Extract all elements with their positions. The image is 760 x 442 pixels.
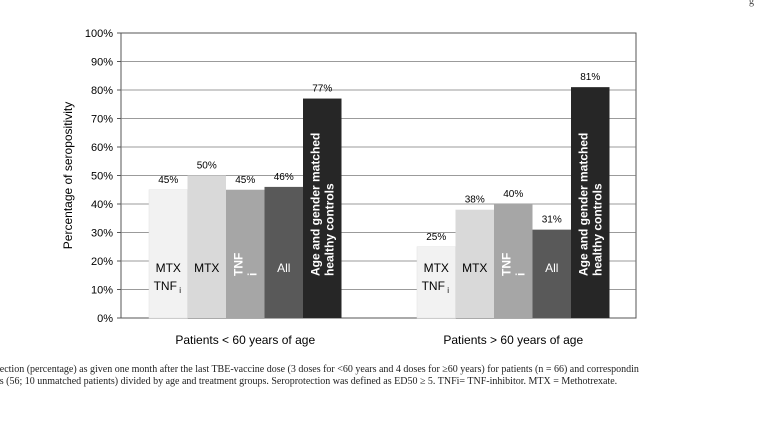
figure-caption-line-1: otection (percentage) as given one month… (0, 364, 639, 375)
bar-category-label: TNF (231, 253, 245, 276)
bar-category-label: healthy controls (322, 183, 336, 276)
y-tick-label: 90% (91, 57, 113, 69)
y-tick-label: 10% (91, 285, 113, 297)
bar (416, 246, 456, 319)
y-tick-label: 40% (91, 199, 113, 211)
y-tick-label: 80% (91, 85, 113, 97)
bar (571, 87, 610, 319)
y-tick-label: 50% (91, 171, 113, 183)
y-tick-label: 70% (91, 114, 113, 126)
bar-value-label: 81% (580, 72, 600, 83)
seropositivity-bar-chart: 0% 10% 20% 30% 40% 50% 60% 70% 80% 90% 100% Percent… (61, 28, 637, 347)
bar-category-subscript: i (447, 286, 449, 295)
bar-category-label: TNF (154, 279, 177, 293)
bar-category-label: TNF (422, 279, 445, 293)
bar-value-label: 77% (312, 84, 332, 95)
y-tick-label: 0% (97, 313, 113, 325)
bar (455, 209, 494, 318)
bar-category-label: All (277, 261, 290, 275)
bar-category-label: MTX (424, 261, 449, 275)
bar-value-label: 50% (197, 161, 217, 172)
bar-category-label: i (513, 273, 527, 276)
y-tick-label: 100% (85, 28, 113, 40)
group-label: Patients > 60 years of age (443, 333, 583, 347)
bar-category-label: healthy controls (590, 183, 604, 276)
bar-category-label: TNF (499, 253, 513, 276)
bar-value-label: 46% (274, 172, 294, 183)
y-axis-title: Percentage of seropositivity (61, 102, 75, 249)
bar-category-label: MTX (156, 261, 181, 275)
bar-category-label: All (545, 261, 558, 275)
bar-value-label: 38% (465, 195, 485, 206)
bar-category-label: MTX (194, 261, 219, 275)
bar-value-label: 45% (158, 175, 178, 186)
bar (187, 175, 226, 318)
figure-caption-line-2: ols (56; 10 unmatched patients) divided … (0, 376, 618, 387)
bar-value-label: 40% (503, 189, 523, 200)
bar (226, 189, 265, 318)
bar-value-label: 31% (542, 215, 562, 226)
bar-category-label: MTX (462, 261, 487, 275)
group-label: Patients < 60 years of age (175, 333, 315, 347)
bar-category-label: Age and gender matched (308, 133, 322, 276)
y-tick-label: 20% (91, 256, 113, 268)
page-corner-text: g (749, 0, 754, 7)
bar-category-subscript: i (179, 286, 181, 295)
bar (148, 189, 188, 319)
bar-category-label: Age and gender matched (576, 133, 590, 276)
bar (494, 204, 533, 318)
bar-value-label: 25% (426, 232, 446, 243)
y-tick-label: 30% (91, 228, 113, 240)
bar (532, 229, 571, 318)
y-tick-label: 60% (91, 142, 113, 154)
bar (264, 186, 303, 318)
bar (303, 98, 342, 318)
bar-value-label: 45% (235, 175, 255, 186)
bar-category-label: i (245, 273, 259, 276)
